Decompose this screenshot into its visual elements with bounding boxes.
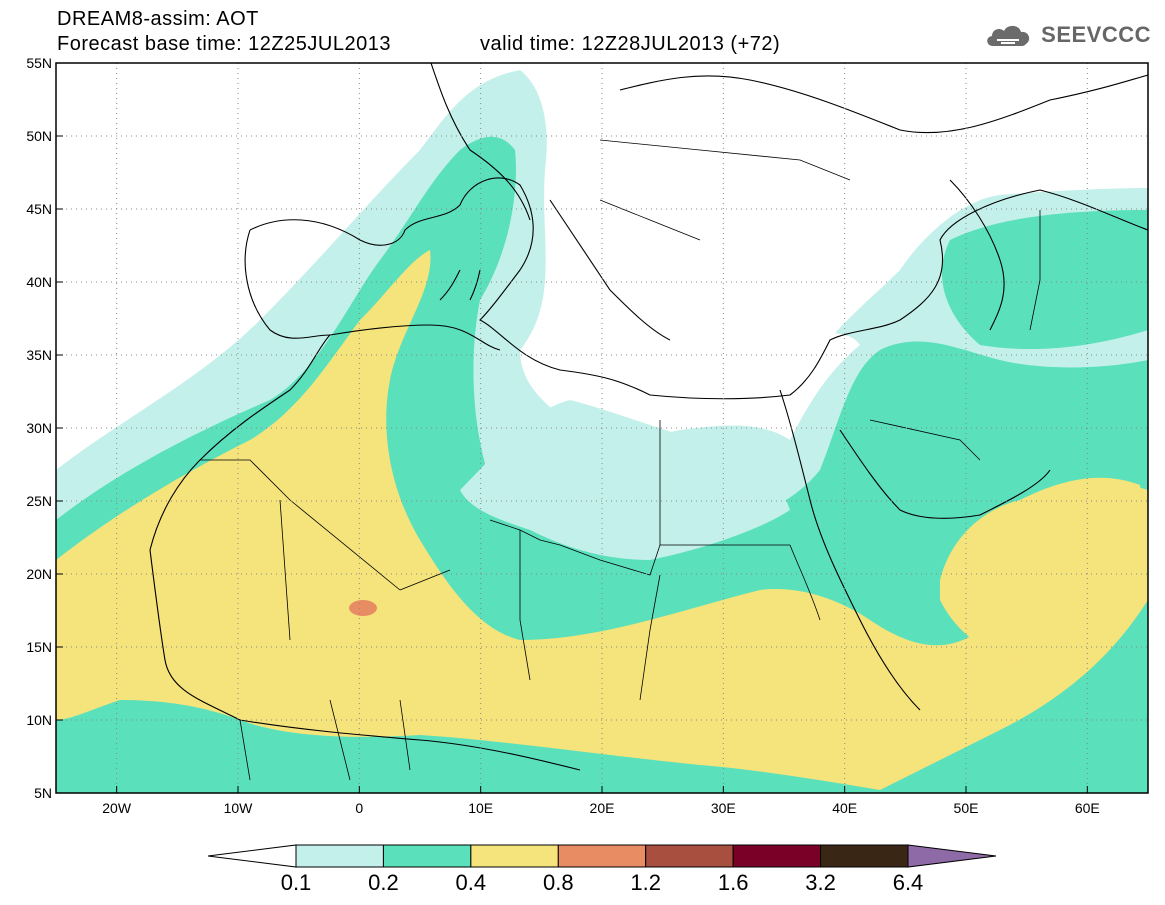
lon-label: 40E [832, 800, 857, 816]
lon-label: 10E [468, 800, 493, 816]
borders [200, 139, 1041, 781]
lat-label: 10N [26, 712, 52, 728]
colorbar-segment [557, 844, 647, 868]
colorbar-segment [295, 844, 384, 868]
colorbar-segment [820, 844, 909, 868]
lon-label: 50E [954, 800, 979, 816]
map-title: DREAM8-assim: AOT [57, 8, 259, 30]
lat-label: 20N [26, 566, 52, 582]
lon-label: 0 [355, 800, 363, 816]
longitude-labels: 20W 10W 0 10E 20E 30E 40E 50E 60E [102, 786, 1100, 816]
aot-contour-0.8 [349, 600, 377, 616]
colorbar-segment [382, 844, 472, 868]
lat-label: 55N [26, 55, 52, 71]
lon-label: 20W [102, 800, 132, 816]
colorbar-label: 1.6 [717, 870, 749, 895]
lat-label: 35N [26, 347, 52, 363]
lon-label: 10W [224, 800, 254, 816]
logo-text: SEEVCCC [1041, 22, 1151, 47]
lon-label: 60E [1075, 800, 1100, 816]
latitude-labels: 55N 50N 45N 40N 35N 30N 25N 20N 15N 10N 5N [26, 55, 63, 801]
colorbar-label: 0.4 [455, 870, 487, 895]
lat-label: 45N [26, 201, 52, 217]
lat-label: 25N [26, 493, 52, 509]
forecast-base-time: Forecast base time: 12Z25JUL2013 [57, 33, 391, 55]
aot-contour-0.2-caspian [941, 210, 1148, 350]
coastlines [149, 63, 1148, 771]
lat-label: 50N [26, 128, 52, 144]
lat-label: 30N [26, 420, 52, 436]
colorbar-label: 1.2 [630, 870, 661, 895]
colorbar-label: 3.2 [805, 870, 836, 895]
colorbar-segment [470, 844, 559, 868]
colorbar-segment [732, 844, 822, 868]
colorbar-segment [645, 844, 734, 868]
colorbar-label: 0.1 [280, 870, 312, 895]
colorbar-label: 6.4 [892, 870, 924, 895]
lon-label: 30E [711, 800, 736, 816]
aot-contour-0.4-arabia [940, 477, 1148, 661]
colorbar-arrow-low [207, 844, 297, 868]
lat-label: 40N [26, 274, 52, 290]
aot-contour-0.4 [56, 250, 1148, 790]
aot-contour-0.1-inner [460, 400, 790, 560]
lat-label: 15N [26, 639, 52, 655]
cloud-icon [987, 25, 1030, 46]
seevccc-logo: SEEVCCC [983, 20, 1151, 50]
lon-label: 20E [590, 800, 615, 816]
valid-time: valid time: 12Z28JUL2013 (+72) [480, 33, 781, 55]
colorbar-arrow-high [907, 844, 997, 868]
colorbar [207, 844, 997, 868]
lat-label: 5N [34, 785, 52, 801]
colorbar-label: 0.8 [542, 870, 574, 895]
colorbar-label: 0.2 [368, 870, 399, 895]
